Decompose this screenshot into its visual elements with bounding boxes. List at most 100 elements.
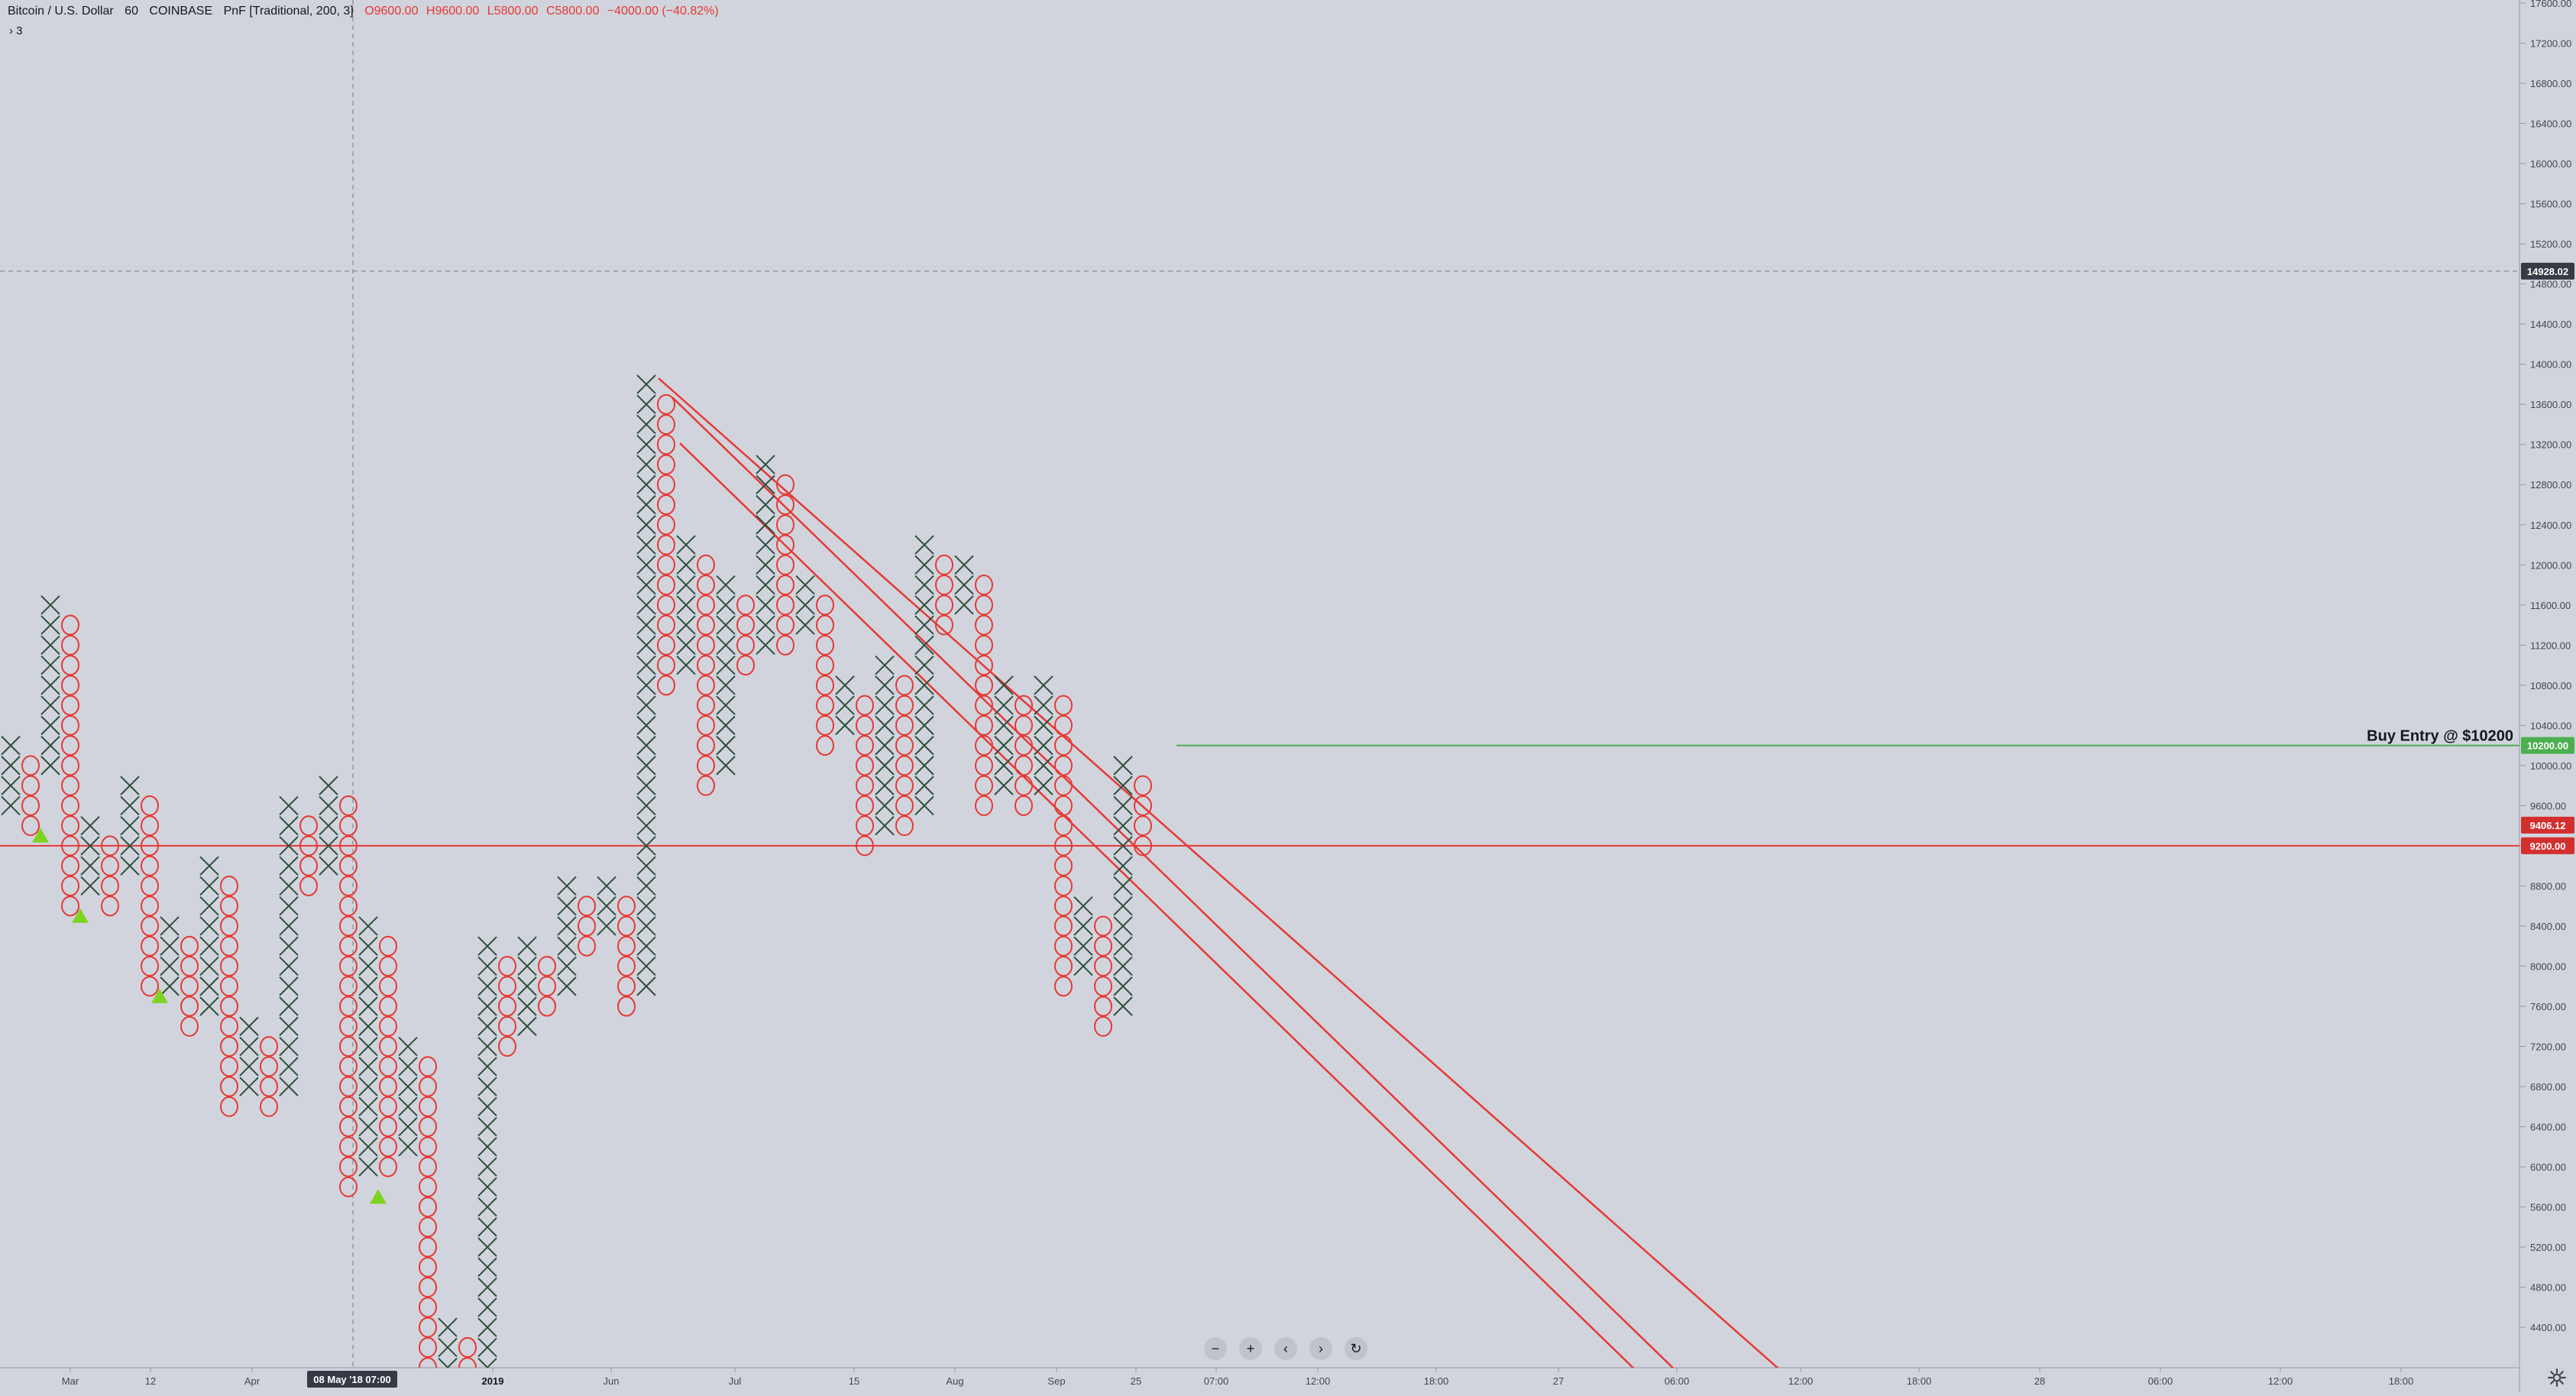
x-box: [636, 435, 656, 455]
o-box: [419, 1197, 437, 1218]
x-box: [1113, 876, 1133, 896]
x-box: [120, 795, 140, 816]
x-box: [756, 575, 775, 595]
x-box: [914, 776, 934, 795]
x-box: [914, 635, 934, 656]
o-box: [339, 1116, 358, 1138]
x-box: [756, 475, 775, 494]
o-box: [260, 1096, 278, 1117]
x-box: [477, 1277, 497, 1297]
o-box: [975, 735, 993, 756]
o-box: [379, 1076, 397, 1097]
o-box: [220, 896, 238, 917]
o-box: [975, 695, 993, 716]
x-box: [398, 1137, 418, 1157]
x-box: [914, 715, 934, 736]
o-box: [339, 1136, 358, 1158]
x-box: [279, 815, 299, 836]
x-box: [279, 1016, 299, 1036]
o-box: [975, 755, 993, 776]
o-box: [220, 875, 238, 896]
indicator-toggle[interactable]: › 3: [9, 24, 23, 37]
buy-entry-price-tag: [2521, 737, 2574, 754]
x-box: [914, 535, 934, 555]
o-box: [419, 1317, 437, 1338]
legend-low: L5800.00: [487, 5, 539, 18]
o-box: [697, 594, 715, 616]
x-box: [358, 1157, 378, 1177]
scroll-left-button[interactable]: ‹: [1274, 1337, 1297, 1360]
o-box: [419, 1256, 437, 1278]
zoom-in-button[interactable]: +: [1239, 1337, 1262, 1360]
crosshair-time-tag: [307, 1371, 397, 1388]
o-box: [220, 996, 238, 1017]
x-box: [398, 1096, 418, 1117]
x-box: [716, 615, 736, 635]
o-box: [339, 875, 358, 896]
trendline: [672, 397, 1675, 1368]
o-box: [141, 955, 159, 977]
o-box: [657, 434, 675, 455]
plot-area[interactable]: [0, 0, 2519, 1392]
o-box: [816, 634, 834, 656]
crosshair-price-tag: [2521, 262, 2574, 280]
o-box: [1015, 775, 1033, 796]
x-box: [636, 675, 656, 695]
o-box: [458, 1336, 477, 1358]
x-tick-label: 2019: [482, 1375, 504, 1387]
symbol-legend[interactable]: Bitcoin / U.S. Dollar 60 COINBASE PnF [T…: [8, 5, 723, 18]
o-box: [736, 614, 755, 636]
x-box: [477, 1337, 497, 1358]
x-tick-label: 15: [849, 1375, 859, 1387]
x-box: [557, 896, 577, 916]
x-box: [1034, 695, 1053, 715]
o-box: [538, 955, 556, 977]
x-box: [636, 776, 656, 795]
o-box: [419, 1176, 437, 1197]
legend-symbol[interactable]: Bitcoin / U.S. Dollar: [8, 5, 114, 18]
x-box: [1113, 996, 1133, 1016]
x-box: [636, 756, 656, 776]
zoom-out-button[interactable]: −: [1204, 1337, 1227, 1360]
x-box: [795, 595, 815, 615]
x-box: [636, 475, 656, 494]
x-box: [199, 896, 219, 916]
x-box: [636, 494, 656, 515]
x-box: [160, 956, 180, 977]
y-tick-label: 12800.00: [2530, 479, 2571, 491]
x-box: [795, 575, 815, 595]
gear-icon[interactable]: [2547, 1368, 2567, 1388]
x-tick-label: Aug: [946, 1375, 963, 1387]
o-box: [657, 675, 675, 696]
x-box: [319, 856, 338, 876]
o-box: [339, 815, 358, 837]
x-box: [279, 1057, 299, 1077]
x-box: [756, 635, 775, 656]
x-box: [199, 856, 219, 876]
o-box: [141, 976, 159, 997]
legend-high: H9600.00: [426, 5, 480, 18]
o-box: [61, 835, 79, 857]
scroll-right-button[interactable]: ›: [1309, 1337, 1332, 1360]
o-box: [776, 634, 794, 656]
x-box: [1073, 916, 1093, 936]
y-tick-label: 14400.00: [2530, 319, 2571, 330]
x-box: [1034, 756, 1053, 776]
o-box: [657, 454, 675, 475]
x-tick-label: 12:00: [1788, 1375, 1814, 1387]
o-box: [299, 835, 318, 857]
x-box: [358, 1077, 378, 1096]
x-tick-label: 25: [1131, 1375, 1141, 1387]
y-tick-label: 16400.00: [2530, 118, 2571, 130]
x-tick-label: 06:00: [2148, 1375, 2173, 1387]
x-tick-label: 12:00: [1306, 1375, 1331, 1387]
o-box: [935, 554, 953, 575]
o-box: [776, 534, 794, 555]
o-box: [736, 594, 755, 616]
x-box: [994, 756, 1014, 776]
reset-chart-button[interactable]: ↻: [1345, 1337, 1367, 1360]
y-tick-label: 14800.00: [2530, 279, 2571, 290]
x-box: [756, 535, 775, 555]
